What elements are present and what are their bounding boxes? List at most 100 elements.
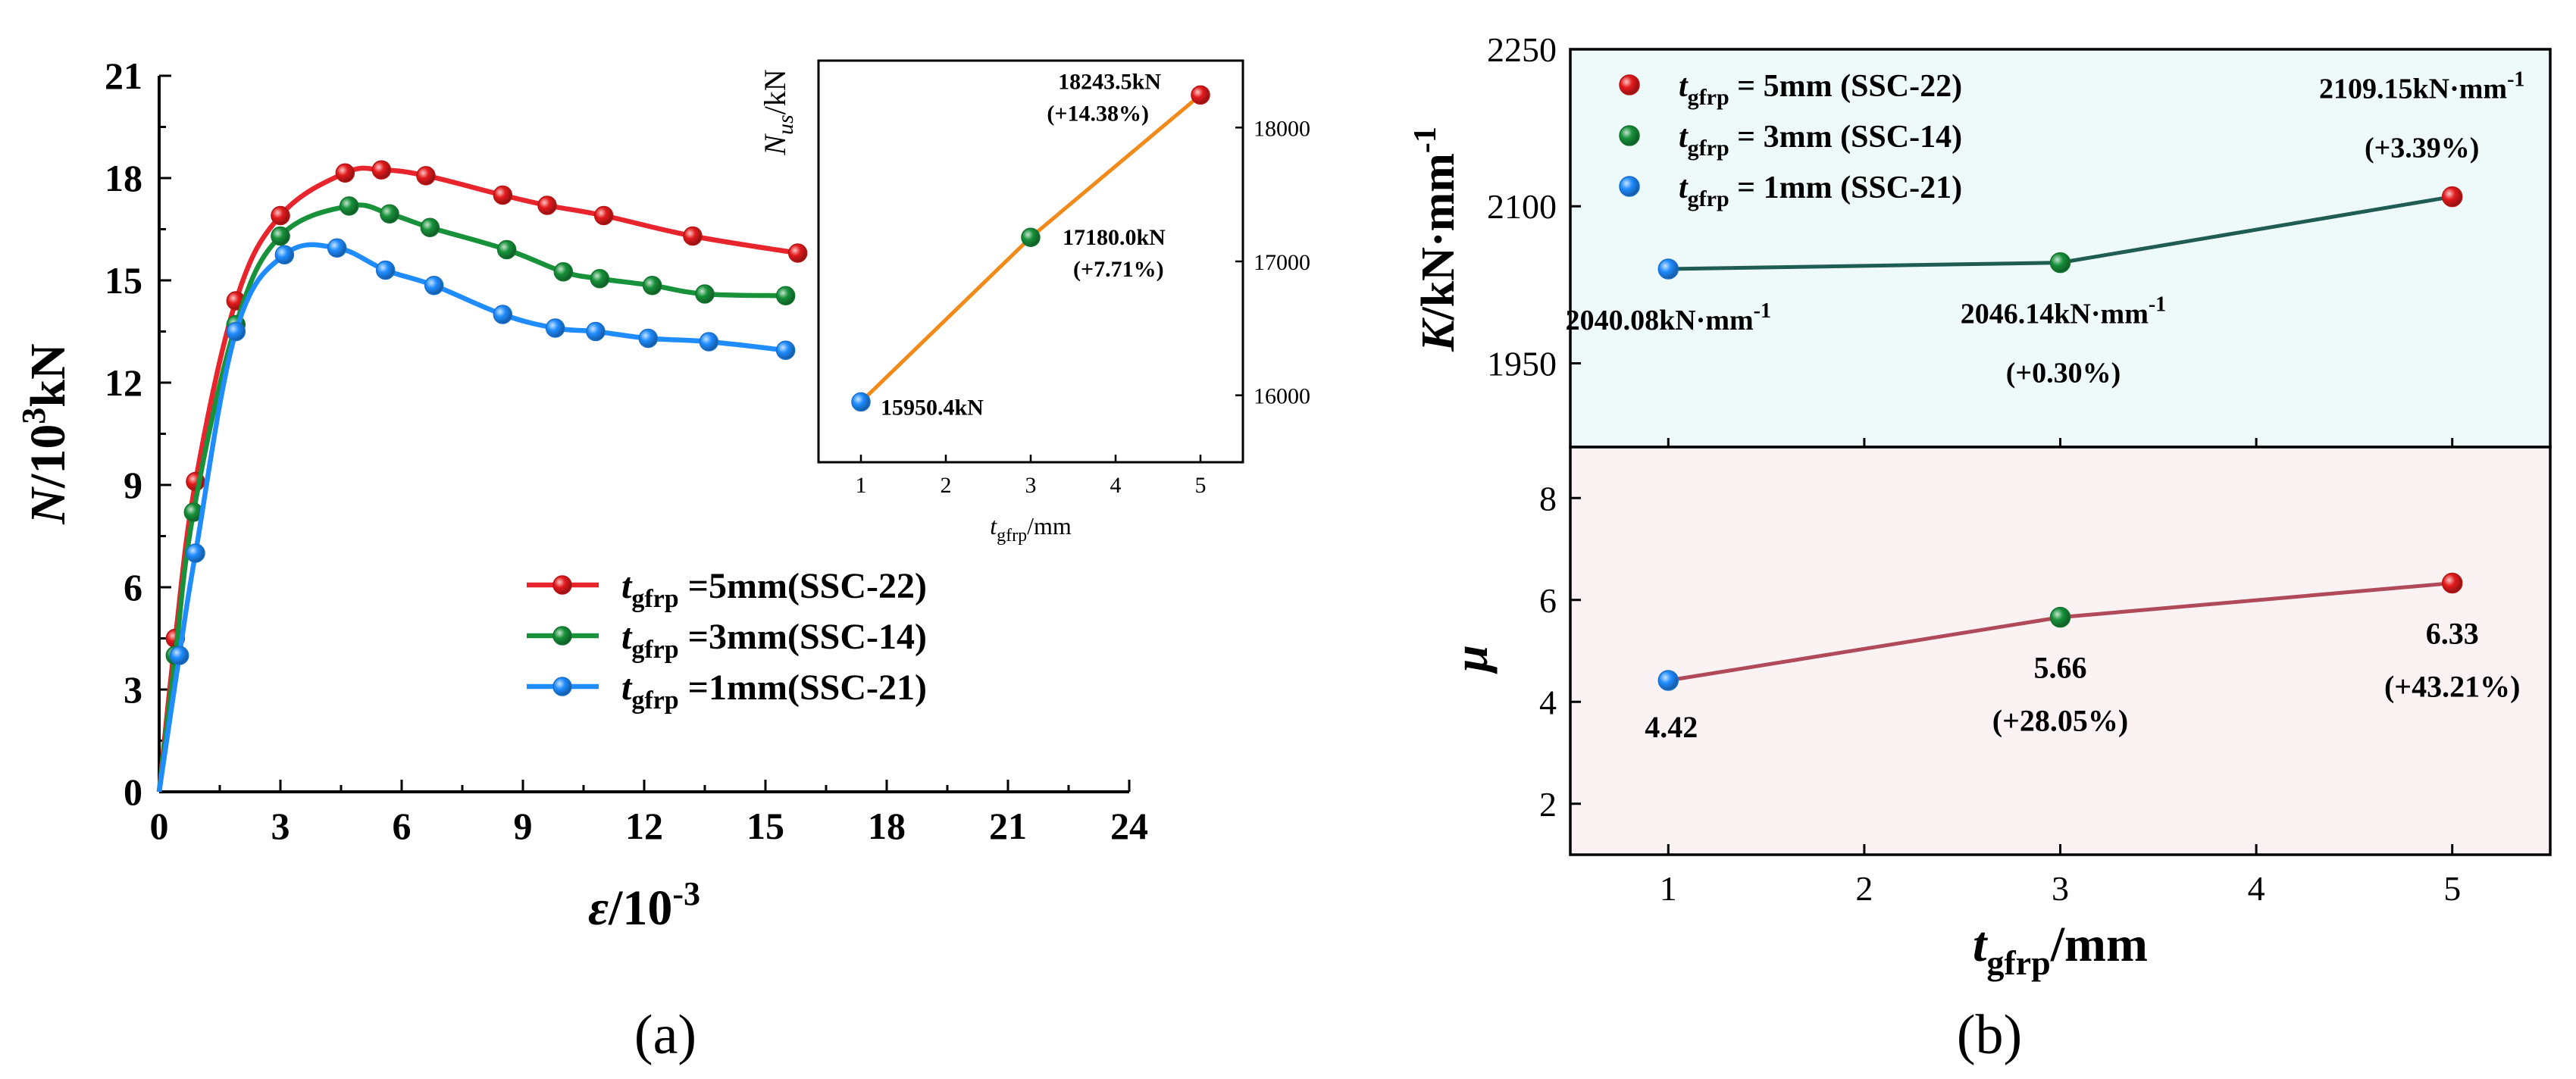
y-axis-title: N/103kN [15,343,76,524]
inset-y-tick-label: 17000 [1254,250,1310,275]
x-tick-label: 0 [150,805,169,847]
legend-marker-blue [552,677,572,696]
y-tick-label: 6 [124,566,142,608]
y-tick-label: 21 [105,55,142,97]
y-tick-label: 15 [105,259,142,302]
y-tick-label: 3 [124,668,142,711]
y-tick-label: 18 [105,157,142,199]
stiffness-data-label-pct: (+0.30%) [2006,358,2121,389]
data-point-blue [638,328,659,349]
inset-data-point-red [1191,85,1210,105]
inset-x-tick-label: 1 [856,473,867,498]
data-point-blue [274,245,295,264]
stiffness-point-red [2441,186,2463,208]
inset-x-tick-label: 5 [1195,473,1207,498]
ductility-x-tick-label: 2 [1855,869,1873,908]
inset-data-point-blue [851,392,871,412]
x-tick-label: 24 [1110,805,1148,847]
stiffness-legend-marker-red [1619,74,1640,95]
stiffness-y-tick-label: 2250 [1487,30,1557,69]
stiffness-y-tick-label: 2100 [1487,187,1557,226]
panel-b-label: (b) [1957,1004,2022,1066]
ductility-y-tick-label: 6 [1539,581,1557,620]
stiffness-legend-marker-green [1619,125,1640,146]
inset-y-tick-label: 18000 [1254,116,1310,141]
y-tick-label: 12 [105,361,142,404]
ductility-y-tick-label: 2 [1539,785,1557,824]
ductility-data-label: 6.33 [2426,617,2479,651]
inset-frame [817,59,1244,464]
data-point-blue [226,321,246,342]
data-point-green [590,269,610,289]
inset-x-tick-label: 2 [941,473,952,498]
data-point-red [787,243,808,263]
ductility-x-tick-label: 3 [2052,869,2069,908]
legend-marker-red [552,575,572,595]
y-tick-label: 9 [124,464,142,506]
panel-b-stiffness-chart: 1950 2100 2250 K/kN·mm-1 2040.08kN·mm-1 2046.… [1408,30,2552,449]
data-point-red [335,163,355,183]
panel-a-label: (a) [634,1004,696,1066]
stiffness-data-label: 2109.15kN·mm-1 [2319,68,2524,105]
data-point-blue [493,305,513,324]
stiffness-data-label: 2040.08kN·mm-1 [1566,299,1771,336]
data-point-red [593,205,614,226]
ductility-data-label: 5.66 [2034,651,2087,685]
x-tick-label: 15 [747,805,784,847]
inset-data-point-green [1021,227,1041,247]
inset-data-label: 17180.0kN [1063,225,1166,250]
ductility-point-green [2049,606,2071,628]
ductility-point-blue [1657,670,1679,691]
stiffness-data-label: 2046.14kN·mm-1 [1961,293,2166,330]
data-point-green [496,239,517,260]
ductility-x-tick-label: 5 [2443,869,2461,908]
stiffness-legend-label: tgfrp = 1mm (SSC-21) [1679,170,1962,211]
inset-data-label: 15950.4kN [881,395,984,420]
data-point-red [493,185,513,205]
data-point-blue [424,276,444,296]
data-point-blue [545,318,565,338]
panel-a-main-chart: 0 3 6 9 12 15 18 21 24036912151821ε/10-3N/103kNt… [15,55,1148,936]
stiffness-point-blue [1657,258,1679,280]
inset-x-axis-title: tgfrp/mm [990,512,1072,546]
x-tick-label: 6 [393,805,412,847]
ductility-point-red [2441,572,2463,594]
data-point-blue [775,340,796,360]
stiffness-legend-label: tgfrp = 5mm (SSC-22) [1679,69,1962,110]
data-point-blue [327,238,347,258]
ductility-x-tick-label: 1 [1660,869,1677,908]
data-point-green [380,204,399,224]
x-axis-title: ε/10-3 [588,875,700,936]
legend-label: tgfrp =5mm(SSC-22) [621,566,927,613]
series-line-blue [156,242,787,793]
inset-y-axis-title: Nus/kN [758,69,798,155]
panel-a-inset-chart: 1 2 3 4 5 16000 17000 18000 tgfrp/mm Nus/kN 15950.… [758,59,1310,546]
stiffness-data-label-pct: (+3.39%) [2365,133,2479,164]
inset-x-tick-label: 3 [1025,473,1037,498]
data-point-green [775,286,796,305]
data-point-blue [586,321,606,342]
x-tick-label: 21 [989,805,1027,847]
data-point-red [537,195,557,215]
stiffness-y-tick-label: 1950 [1487,344,1557,383]
ductility-y-tick-label: 4 [1539,683,1557,721]
legend-label: tgfrp =3mm(SSC-14) [621,617,927,664]
data-point-green [271,226,290,246]
x-tick-label: 12 [625,805,663,847]
data-point-red [271,205,290,226]
panel-b-ductility-chart: 2 4 6 8 1 2 3 4 5 μ tgfrp/mm 4.42 5.66 (+28.05%) 6.33 (… [1444,446,2552,982]
x-tick-label: 9 [514,805,533,847]
x-tick-label: 18 [868,805,906,847]
data-point-red [371,160,392,180]
data-point-green [339,196,359,216]
ductility-x-tick-label: 4 [2248,869,2265,908]
inset-data-label-pct: (+7.71%) [1073,257,1164,282]
legend-marker-green [552,626,572,646]
data-point-red [683,226,703,246]
stiffness-y-axis-title: K/kN·mm-1 [1408,127,1464,352]
data-point-blue [375,260,396,280]
y-tick-label: 0 [124,771,142,813]
ductility-data-label-pct: (+28.05%) [1992,704,2128,738]
inset-data-label-pct: (+14.38%) [1047,101,1149,126]
